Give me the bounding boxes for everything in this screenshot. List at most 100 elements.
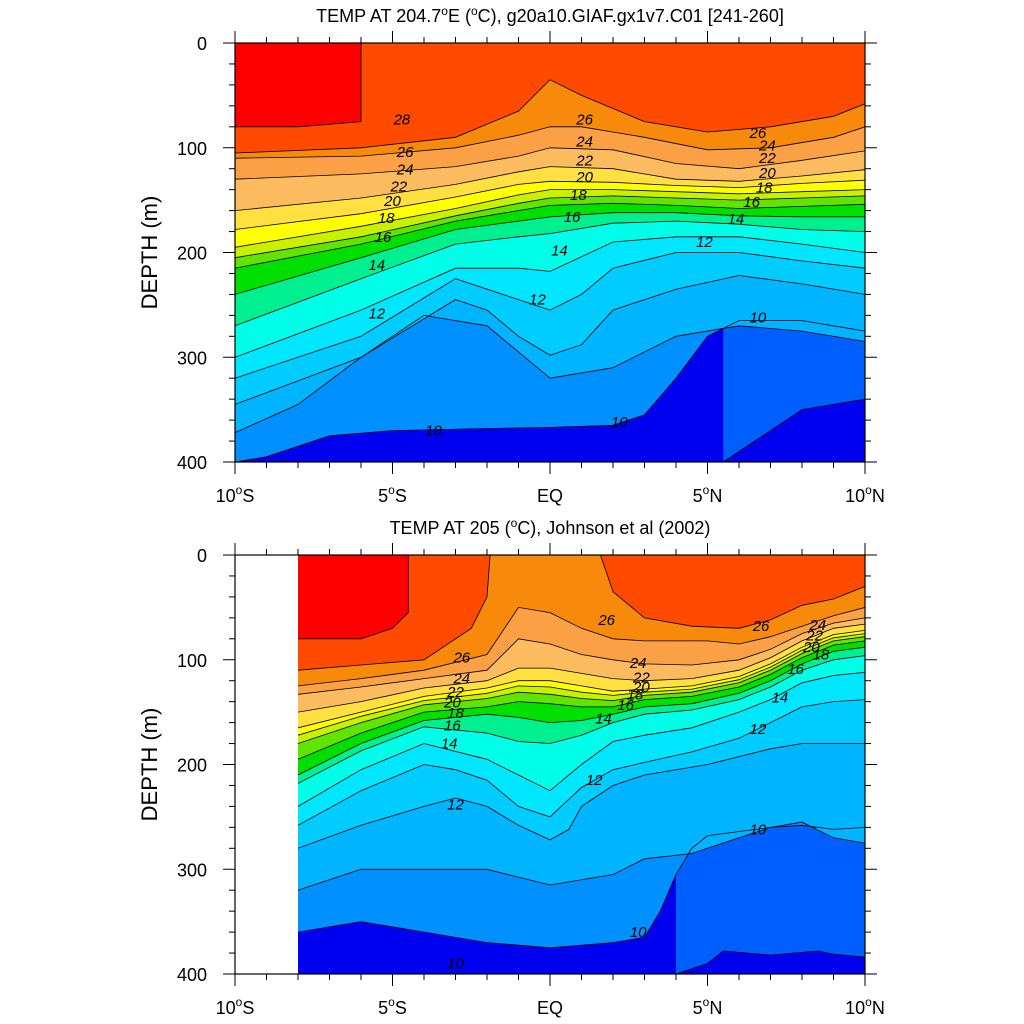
isotherm-24 — [298, 623, 865, 713]
contour-label: 20 — [443, 695, 461, 712]
y-tick-label: 300 — [177, 348, 207, 368]
isotherm-19 — [298, 636, 865, 744]
contour-lines — [298, 555, 865, 974]
y-tick-label: 300 — [177, 860, 207, 880]
isotherm-21 — [235, 179, 865, 230]
y-tick-label: 400 — [177, 965, 207, 985]
contour-label: 16 — [787, 661, 804, 678]
contour-label: 16 — [743, 194, 760, 211]
contour-label: 12 — [696, 234, 713, 251]
contour-label: 24 — [452, 671, 470, 688]
contour-label: 20 — [575, 169, 593, 186]
y-tick-label: 100 — [177, 651, 207, 671]
contour-label: 12 — [529, 292, 546, 309]
contour-label: 14 — [728, 211, 745, 228]
isotherm-14 — [298, 671, 865, 807]
isotherm-12 — [298, 743, 865, 849]
contour-label: 22 — [389, 179, 407, 196]
x-tick-label: EQ — [537, 486, 563, 506]
isotherm-28 — [235, 43, 362, 128]
isotherm-25 — [298, 617, 865, 695]
contour-label: 24 — [808, 617, 826, 634]
y-tick-label: 100 — [177, 139, 207, 159]
x-tick-label: 5oS — [378, 483, 407, 506]
contour-label: 26 — [396, 144, 414, 161]
contour-label: 18 — [378, 210, 395, 227]
x-tick-label: 10oS — [216, 995, 255, 1018]
panel-bottom: 2626242220181614121024222018161412101012… — [137, 516, 885, 1018]
contour-label: 14 — [595, 710, 612, 727]
contour-label: 26 — [597, 612, 615, 629]
isotherm-9 — [723, 398, 865, 462]
contour-label: 14 — [772, 689, 789, 706]
x-tick-label: 10oN — [845, 995, 885, 1018]
contour-label: 22 — [632, 670, 650, 687]
isotherm-16 — [235, 220, 865, 327]
contour-label: 18 — [756, 180, 773, 197]
isotherm-12 — [235, 275, 865, 405]
isotherm-20 — [235, 189, 865, 248]
contour-label: 26 — [575, 111, 593, 128]
x-tick-label: EQ — [537, 998, 563, 1018]
contour-label: 18 — [627, 686, 644, 703]
contour-label: 22 — [805, 628, 823, 645]
isotherm-26 — [298, 606, 865, 687]
isotherm-22 — [235, 166, 865, 211]
contour-label: 20 — [802, 639, 820, 656]
contour-label: 16 — [375, 229, 392, 246]
isotherm-20 — [298, 633, 865, 736]
contour-label: 10 — [630, 924, 647, 941]
contour-label: 18 — [447, 705, 464, 722]
isotherm-9 — [675, 950, 865, 974]
contour-label: 22 — [758, 150, 776, 167]
isotherm-27 — [298, 555, 865, 671]
contour-label: 24 — [575, 133, 593, 150]
contour-label: 10 — [611, 414, 628, 431]
fill-27 — [235, 43, 865, 153]
contour-label: 26 — [749, 125, 767, 142]
isotherm-14 — [235, 236, 865, 358]
isotherm-18 — [235, 202, 865, 269]
isotherm-21 — [298, 630, 865, 729]
isotherm-28 — [298, 555, 409, 640]
contour-label: 20 — [383, 193, 401, 210]
isotherm-16 — [298, 655, 865, 784]
x-tick-label: 5oN — [693, 483, 723, 506]
x-tick-label: 5oS — [378, 995, 407, 1018]
contour-label: 12 — [750, 721, 767, 738]
isotherm-13 — [298, 699, 865, 826]
contour-label: 24 — [629, 655, 647, 672]
isotherm-24 — [235, 147, 865, 180]
contour-label: 22 — [575, 152, 593, 169]
x-tick-label: 5oN — [693, 995, 723, 1018]
fill-28 — [298, 555, 409, 639]
contour-label: 18 — [813, 647, 830, 664]
isotherm-17 — [235, 212, 865, 295]
isotherm-10 — [235, 320, 865, 462]
isotherm-13 — [235, 252, 865, 379]
contour-fills — [235, 43, 865, 462]
contour-label: 20 — [758, 165, 776, 182]
contour-label: 16 — [617, 697, 634, 714]
y-tick-label: 200 — [177, 244, 207, 264]
isotherm-27 — [235, 79, 865, 154]
y-tick-label: 0 — [197, 546, 207, 566]
y-axis-label: DEPTH (m) — [137, 196, 162, 310]
contour-label: 16 — [564, 209, 581, 226]
y-tick-label: 0 — [197, 34, 207, 54]
isotherm-11 — [298, 821, 865, 891]
isotherm-11 — [235, 314, 865, 434]
contour-label: 26 — [752, 618, 770, 635]
isotherm-17 — [298, 646, 865, 776]
contour-label: 16 — [444, 718, 461, 735]
isotherm-10 — [298, 824, 865, 949]
contour-label: 20 — [632, 679, 650, 696]
contour-label: 10 — [750, 309, 767, 326]
contour-label: 14 — [368, 257, 385, 274]
y-tick-label: 400 — [177, 453, 207, 473]
contour-label: 18 — [570, 187, 587, 204]
y-tick-label: 200 — [177, 756, 207, 776]
contour-label: 12 — [447, 796, 464, 813]
contour-label: 24 — [758, 138, 776, 155]
